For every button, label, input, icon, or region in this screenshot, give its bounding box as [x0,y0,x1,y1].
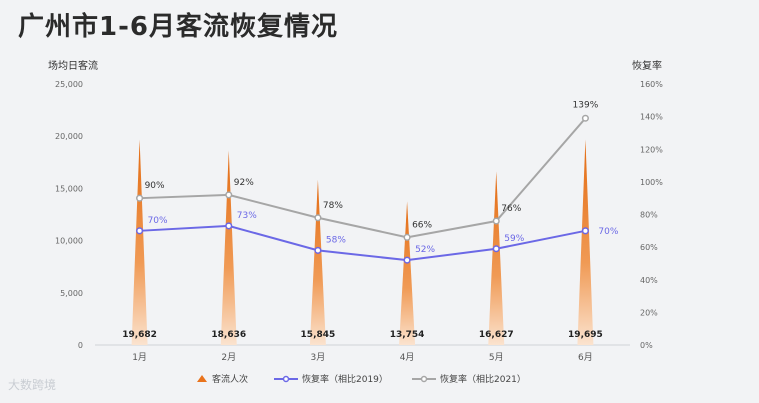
bar-value-label: 19,695 [568,330,603,340]
legend-swatch-point [420,375,428,383]
x-tick-label: 3月 [311,352,326,363]
legend-label: 恢复率（相比2019） [302,373,388,385]
bar [577,139,594,345]
bar [131,139,148,345]
legend: 客流人次 恢复率（相比2019） 恢复率（相比2021） [197,373,526,385]
series-point [581,227,589,235]
series-point [403,233,411,241]
series-point [136,227,144,235]
right-tick-label: 0% [640,341,653,350]
series-point [314,246,322,254]
legend-swatch-bar [197,375,207,382]
bar [488,171,505,345]
series-line [139,224,586,262]
chart-title: 广州市1-6月客流恢复情况 [18,12,338,42]
right-tick-label: 80% [640,211,658,220]
axes: 0 5,000 10,000 15,000 20,000 25,000 0% 20% 40% 60… [55,80,663,363]
left-axis-label: 场均日客流 [48,59,98,72]
bar [309,179,326,345]
right-axis-label: 恢复率 [632,59,662,72]
legend-swatch-point [282,375,290,383]
series-point [314,214,322,222]
left-tick-label: 25,000 [55,80,83,89]
watermark: 大数跨境 [8,378,57,392]
series-point [225,222,233,230]
right-tick-label: 60% [640,243,658,252]
series-point [225,191,233,199]
bar-value-label: 19,682 [122,330,157,340]
right-tick-label: 140% [640,113,663,122]
left-tick-label: 10,000 [55,237,83,246]
series-point [403,256,411,264]
data-label: 70% [148,216,168,226]
right-tick-label: 120% [640,145,663,154]
left-tick-label: 5,000 [60,289,83,298]
right-tick-label: 20% [640,308,658,317]
data-label: 52% [415,245,435,255]
x-tick-label: 2月 [221,352,236,363]
lines: 70% 73% 58% 52% 59% 70% 90% 92% 78% 66% 76% 139% [136,100,619,264]
legend-label: 客流人次 [212,373,248,385]
data-label: 78% [323,201,343,211]
data-label: 76% [501,204,521,214]
bar-value-label: 13,754 [390,330,425,340]
x-tick-label: 1月 [132,352,147,363]
series-point [581,114,589,122]
legend-label: 恢复率（相比2021） [440,373,526,385]
data-label: 58% [326,235,346,245]
data-label: 70% [598,227,618,237]
data-label: 90% [145,181,165,191]
data-label: 73% [237,211,257,221]
bar [220,150,237,345]
data-label: 139% [573,100,599,110]
series-point [492,245,500,253]
bar-value-label: 18,636 [211,330,246,340]
data-label: 59% [504,234,524,244]
right-tick-label: 100% [640,178,663,187]
series-line [139,117,587,239]
x-tick-label: 4月 [400,352,415,363]
left-tick-label: 15,000 [55,184,83,193]
bar [399,201,416,345]
series-point [136,194,144,202]
left-tick-label: 20,000 [55,132,83,141]
x-tick-label: 6月 [578,352,593,363]
series-point [492,217,500,225]
x-tick-label: 5月 [489,352,504,363]
bar-value-label: 15,845 [301,330,336,340]
bars: 19,682 18,636 15,845 13,754 16,627 19,695 [122,139,603,345]
data-label: 66% [412,220,432,230]
left-tick-label: 0 [78,341,83,350]
bar-value-label: 16,627 [479,330,514,340]
right-tick-label: 160% [640,80,663,89]
data-label: 92% [234,178,254,188]
right-tick-label: 40% [640,276,658,285]
